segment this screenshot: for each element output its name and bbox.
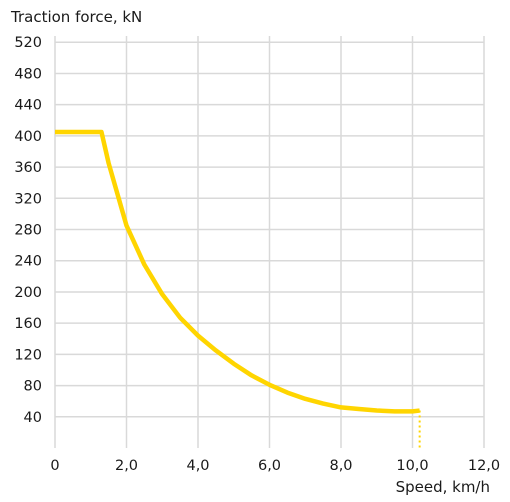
x-tick-label: 12,0 xyxy=(468,458,500,474)
x-tick-label: 0 xyxy=(50,458,59,474)
y-tick-label: 360 xyxy=(14,160,42,176)
y-tick-label: 240 xyxy=(14,254,42,270)
y-tick-label: 320 xyxy=(14,191,42,207)
grid xyxy=(55,36,485,448)
y-tick-labels: 40 80 120 160 200 240 280 320 360 400 440 480 520 xyxy=(14,35,42,426)
y-tick-label: 400 xyxy=(14,129,42,145)
y-tick-label: 160 xyxy=(14,316,42,332)
x-tick-label: 10,0 xyxy=(396,458,428,474)
traction-curve xyxy=(55,129,420,414)
y-tick-label: 120 xyxy=(14,347,42,363)
x-axis-title: Speed, km/h xyxy=(395,478,490,496)
x-tick-label: 2,0 xyxy=(115,458,138,474)
y-tick-label: 200 xyxy=(14,285,42,301)
x-tick-label: 6,0 xyxy=(258,458,281,474)
x-tick-labels: 0 2,0 4,0 6,0 8,0 10,0 12,0 xyxy=(50,458,500,474)
x-tick-label: 8,0 xyxy=(329,458,352,474)
y-tick-label: 480 xyxy=(14,66,42,82)
x-tick-label: 4,0 xyxy=(186,458,209,474)
y-tick-label: 40 xyxy=(24,410,42,426)
y-tick-label: 440 xyxy=(14,98,42,114)
y-tick-label: 80 xyxy=(24,379,42,395)
y-axis-title: Traction force, kN xyxy=(11,8,143,26)
y-tick-label: 520 xyxy=(14,35,42,51)
y-tick-label: 280 xyxy=(14,223,42,239)
series-group xyxy=(55,129,421,448)
